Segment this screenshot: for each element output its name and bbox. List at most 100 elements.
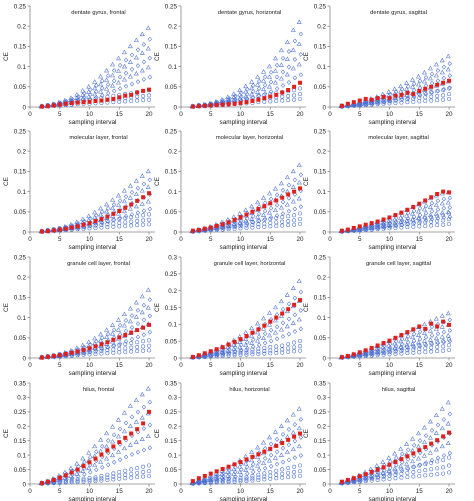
data-point-blue-diamond [129,189,135,195]
data-point-blue-diamond [423,75,429,80]
data-point-blue-diamond [123,194,129,199]
data-point-blue-circle [381,471,386,476]
data-point-red [135,328,140,333]
data-point-blue-circle [363,103,368,107]
data-point-blue-triangle [427,212,433,217]
data-point-blue-diamond [268,452,274,458]
y-tick-label: 0.2 [168,424,177,431]
data-point-red [298,80,303,85]
data-point-blue-circle [429,349,434,354]
data-point-blue-diamond [123,328,129,334]
data-point-blue-circle [393,100,398,105]
data-point-blue-diamond [292,312,298,318]
data-point-red [111,211,116,216]
data-point-blue-diamond [257,211,262,217]
data-point-blue-triangle [139,50,145,55]
data-point-blue-circle [280,350,285,355]
data-point-blue-triangle [278,298,284,304]
data-point-blue-diamond [117,74,123,80]
data-point-blue-diamond [141,404,147,410]
data-point-blue-circle [280,215,285,220]
data-point-blue-circle [441,339,446,344]
x-tick-label: 20 [297,111,305,118]
data-point-blue-triangle [267,190,272,196]
data-point-blue-diamond [274,213,280,218]
data-point-blue-diamond [417,438,423,443]
data-point-blue-diamond [280,431,286,437]
data-point-red [220,222,225,227]
data-point-blue-circle [417,99,422,104]
data-point-red [111,444,116,449]
data-point-blue-triangle [116,317,121,322]
data-point-blue-triangle [110,83,116,88]
data-point-blue-triangle [255,74,261,79]
data-point-red [105,340,110,345]
data-point-blue-circle [268,99,273,104]
data-point-blue-circle [214,479,219,484]
data-point-blue-triangle [284,39,290,45]
data-point-blue-circle [141,464,146,469]
x-tick-label: 0 [328,362,332,369]
y-tick-label: 0.15 [14,438,27,445]
data-point-blue-circle [129,219,134,224]
data-point-blue-diamond [429,457,435,463]
data-point-blue-circle [375,351,380,356]
data-point-red [393,335,398,340]
data-point-red [226,464,231,469]
data-point-blue-circle [105,472,110,477]
data-point-blue-circle [363,228,368,232]
data-point-blue-circle [93,475,98,480]
panel-10: 0 0.05 0.1 0.15 0.2 0.25 0.3 0.35 0 5 10 15 20 sampli… [3,380,155,501]
data-point-red [250,98,255,103]
data-point-blue-circle [387,352,392,357]
data-point-blue-triangle [116,55,121,61]
data-point-blue-triangle [237,211,243,216]
y-tick-label: 0.05 [165,209,178,216]
data-point-blue-circle [405,344,410,349]
data-point-blue-diamond [400,86,405,92]
data-point-blue-diamond [88,454,93,460]
data-point-blue-circle [226,478,231,483]
data-point-red [429,321,434,326]
data-point-blue-circle [117,217,122,221]
data-point-blue-circle [423,462,428,467]
data-point-blue-circle [375,100,380,105]
data-point-red [298,431,303,436]
y-axis-label: CE [303,177,310,186]
data-point-blue-triangle [445,310,451,316]
data-point-blue-circle [441,218,446,223]
data-point-blue-circle [117,350,122,355]
data-point-blue-triangle [404,213,410,218]
data-point-red [39,104,44,109]
x-tick-label: 10 [386,236,394,243]
data-point-blue-triangle [98,331,104,337]
data-point-blue-diamond [292,75,298,81]
data-point-blue-diamond [245,86,250,92]
data-point-blue-circle [363,354,368,358]
data-point-blue-circle [274,344,279,349]
data-point-red [339,355,344,360]
data-point-blue-circle [447,211,452,216]
data-point-blue-diamond [129,336,135,342]
data-point-blue-diamond [117,215,123,221]
data-point-blue-diamond [245,345,250,351]
data-point-blue-circle [81,476,86,481]
data-point-red [411,451,416,456]
data-point-blue-circle [244,220,249,225]
x-tick-label: 20 [146,236,154,243]
y-tick-label: 0 [322,229,326,236]
data-point-blue-diamond [417,212,423,218]
x-tick-label: 15 [416,111,424,118]
data-point-blue-circle [381,350,386,355]
data-point-blue-circle [268,345,273,350]
data-point-red [351,225,356,230]
data-point-blue-triangle [278,180,284,186]
data-point-blue-diamond [111,202,117,207]
data-point-blue-circle [375,353,380,358]
data-point-blue-circle [226,353,231,358]
data-point-blue-diamond [251,89,256,94]
data-point-blue-diamond [400,347,405,352]
data-point-blue-diamond [292,56,298,62]
data-point-red [147,87,152,92]
data-point-blue-diamond [268,69,274,75]
